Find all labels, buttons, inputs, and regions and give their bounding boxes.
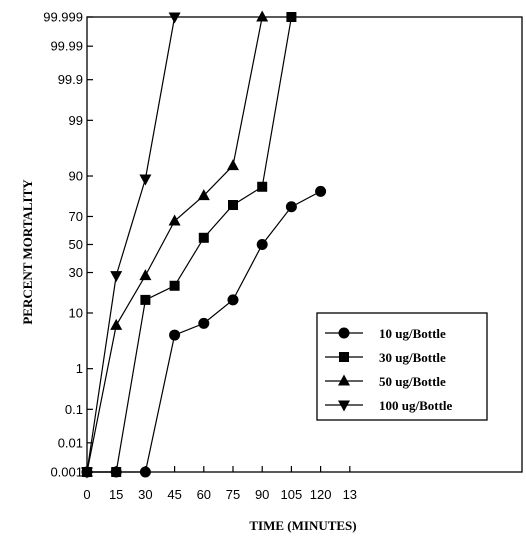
data-point-triangle-up: [139, 269, 152, 281]
legend-label: 10 ug/Bottle: [379, 326, 446, 341]
data-point-circle: [227, 294, 239, 306]
data-point-triangle-down: [81, 467, 93, 479]
x-tick-label: 15: [109, 487, 123, 502]
legend-label: 30 ug/Bottle: [379, 350, 446, 365]
series-line-triangle-up: [86, 16, 263, 473]
x-axis-title: TIME (MINUTES): [249, 518, 356, 533]
data-point-square: [140, 294, 151, 305]
x-tick-label: 75: [226, 487, 240, 502]
legend-marker-circle: [338, 327, 350, 339]
series-line-triangle-down: [86, 16, 176, 473]
y-tick-label: 99.9: [58, 72, 83, 87]
data-point-triangle-up: [110, 318, 123, 330]
data-point-square: [257, 181, 268, 192]
data-point-triangle-up: [168, 214, 181, 226]
data-point-circle: [256, 239, 268, 250]
y-tick-label: 99.99: [50, 39, 83, 54]
legend-marker-square: [339, 352, 349, 362]
data-point-triangle-up: [197, 189, 210, 201]
data-point-square: [198, 232, 209, 243]
y-tick-label: 10: [69, 305, 83, 320]
x-tick-label: 60: [197, 487, 211, 502]
x-tick-label: 13: [343, 487, 357, 502]
data-point-triangle-down: [168, 12, 181, 24]
y-tick-label: 0.1: [65, 402, 83, 417]
x-tick-label: 105: [281, 487, 303, 502]
data-point-triangle-up: [227, 159, 239, 171]
data-point-circle: [285, 201, 297, 213]
x-tick-label: 45: [167, 487, 181, 502]
x-tick-label: 120: [310, 487, 332, 502]
legend-marker-triangle-down: [338, 400, 350, 412]
y-tick-label: 1: [76, 361, 83, 376]
data-point-square: [111, 467, 122, 477]
data-point-triangle-down: [139, 174, 152, 186]
x-tick-label: 30: [138, 487, 152, 502]
legend-marker-triangle-up: [338, 374, 350, 386]
data-point-triangle-down: [110, 271, 123, 283]
plot-area: 0.001 0.01 0.1 1 10 30 50 70 90 99 99.9 99.99 99.999…: [43, 10, 523, 502]
data-point-square: [228, 200, 238, 211]
y-tick-label: 0.01: [58, 435, 83, 450]
data-point-square: [169, 280, 180, 291]
y-axis-title: PERCENT MORTALITY: [20, 179, 35, 325]
data-point-circle: [139, 466, 151, 478]
data-point-circle: [198, 317, 210, 329]
x-tick-label: 90: [255, 487, 269, 502]
data-point-triangle-up: [256, 10, 269, 22]
legend: 10 ug/Bottle 30 ug/Bottle 50 ug/Bottle 100 …: [316, 312, 488, 421]
legend-label: 50 ug/Bottle: [379, 374, 446, 389]
y-tick-label: 30: [69, 265, 83, 280]
legend-label: 100 ug/Bottle: [379, 398, 453, 413]
y-tick-label: 99.999: [43, 10, 83, 25]
y-tick-label: 0.001: [50, 465, 83, 480]
data-point-square: [286, 12, 297, 22]
y-tick-label: 70: [69, 209, 83, 224]
y-tick-label: 50: [69, 237, 83, 252]
data-point-circle: [169, 329, 181, 341]
y-tick-label: 90: [69, 169, 83, 184]
y-tick-label: 99: [69, 113, 83, 128]
data-point-circle: [315, 185, 327, 197]
x-tick-label: 0: [83, 487, 90, 502]
